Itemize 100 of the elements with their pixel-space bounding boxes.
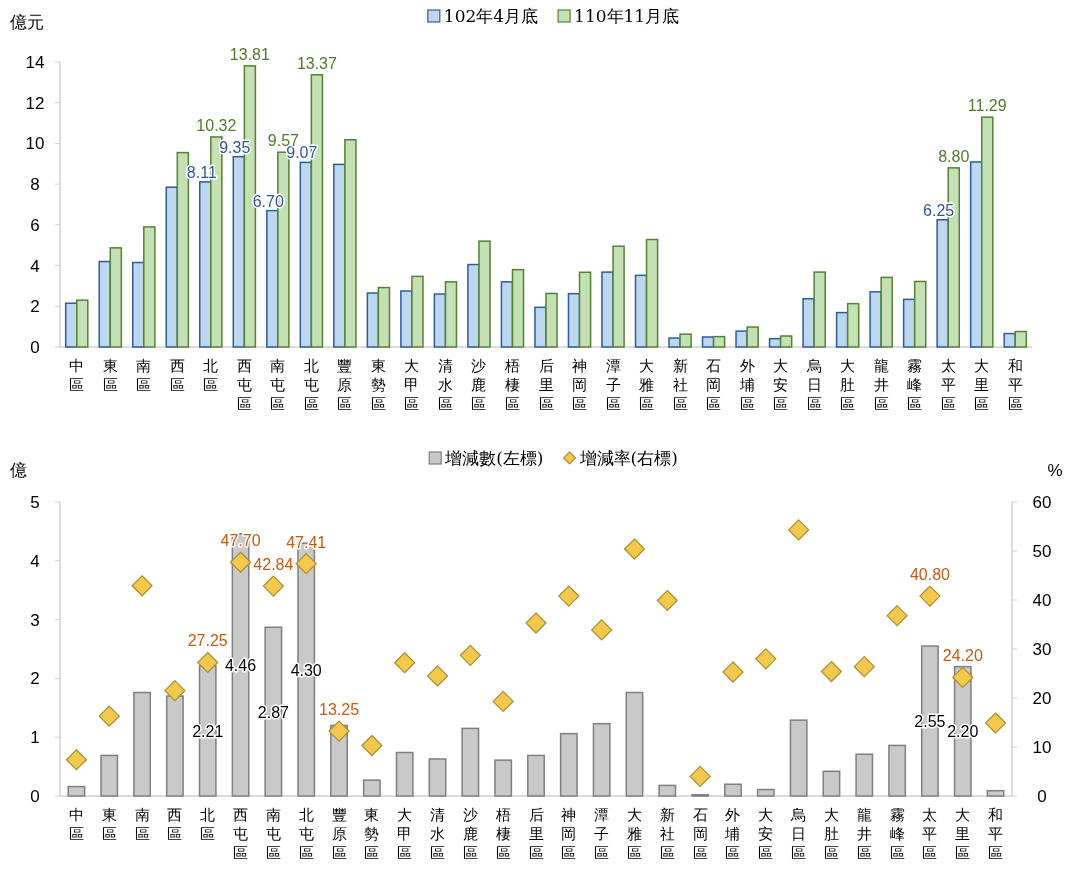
x-tick-label: 梧棲區 [503,357,520,413]
point [459,644,481,666]
x-tick-label: 北區 [200,806,216,843]
x-tick-label: 中區 [68,806,84,843]
bar [612,245,625,348]
point [656,589,678,612]
point [525,612,547,634]
y-tick-label: 8 [30,175,40,195]
y-axis-title: 億 [10,460,27,480]
x-tick-label: 沙鹿區 [471,357,487,413]
x-tick-label: 東勢區 [364,806,380,862]
point [853,656,875,678]
bar [913,280,927,348]
data-label: 42.84 [253,556,294,574]
bar [701,336,715,348]
data-label: 47.70 [220,532,261,550]
bar [377,286,391,348]
data-label: 2.87 [257,703,290,721]
y2-tick-label: 40 [1032,591,1052,610]
point [492,690,514,713]
x-tick-label: 龍井區 [856,806,872,862]
x-tick-label: 和平區 [988,806,1004,862]
x-tick-label: 大雅區 [626,806,642,862]
x-tick-label: 外埔區 [738,357,755,413]
y-tick-label: 0 [30,787,40,806]
y-tick-label: 6 [30,215,40,235]
x-tick-label: 太平區 [940,357,956,413]
x-tick-label: 大安區 [773,357,789,413]
data-label: 2.55 [914,713,946,731]
x-tick-label: 南區 [136,357,152,394]
point [131,575,153,597]
bar [846,302,860,348]
x-tick-label: 清水區 [437,357,453,413]
bar [668,337,681,348]
point [394,652,416,674]
x-tick-label: 后里區 [528,806,544,862]
bar [511,268,525,348]
x-tick-label: 后里區 [538,357,554,413]
y-tick-label: 3 [30,610,40,630]
y2-tick-label: 20 [1032,689,1052,708]
point [591,619,613,641]
x-tick-label: 中區 [69,357,85,394]
x-tick-label: 大里區 [955,806,971,862]
bar [735,330,748,348]
x-tick-label: 潭子區 [594,806,610,862]
data-label: 13.81 [229,45,270,63]
point [689,765,711,787]
data-label: 2.21 [192,723,224,741]
point [98,705,120,727]
bar [578,271,592,348]
point [328,720,350,742]
y2-tick-label: 50 [1032,542,1052,561]
x-tick-label: 大肚區 [840,357,856,413]
x-tick-label: 西屯區 [236,357,252,413]
x-tick-label: 大甲區 [397,806,413,862]
bar [344,139,357,348]
point [722,661,744,683]
point [623,538,646,560]
bar [645,238,659,348]
x-tick-label: 豐原區 [337,357,353,413]
x-tick-label: 西區 [167,806,183,843]
x-tick-label: 南區 [134,806,150,843]
point [65,749,88,771]
x-tick-label: 潭子區 [605,357,621,413]
y-tick-label: 4 [30,551,40,571]
y-tick-label: 1 [30,728,40,748]
x-tick-label: 西屯區 [233,806,249,862]
y2-tick-label: 0 [1037,787,1047,806]
x-tick-label: 大里區 [974,357,990,413]
x-tick-label: 東區 [101,806,117,843]
x-tick-label: 沙鹿區 [462,806,478,862]
x-tick-label: 北區 [203,357,219,394]
data-label: 13.25 [319,701,360,719]
point [755,648,777,670]
point [229,551,252,573]
bar [444,281,458,348]
bar [98,260,112,348]
x-tick-label: 東區 [102,357,118,394]
bar [411,275,424,348]
bar [165,186,179,348]
bar [980,116,994,348]
data-label: 4.30 [290,661,322,679]
point [788,519,810,541]
x-tick-label: 外埔區 [724,806,741,862]
data-label: 13.37 [296,54,338,72]
bar [779,335,793,348]
data-label: 2.20 [947,723,979,741]
data-label: 8.80 [938,147,970,165]
data-label: 47.41 [286,533,327,551]
x-tick-label: 烏日區 [790,806,807,862]
data-label: 11.29 [967,97,1007,115]
y-tick-label: 0 [30,338,40,357]
bar [545,292,558,348]
y-tick-label: 12 [25,93,45,113]
legend-label: 110年11月底 [574,6,680,26]
point [919,585,941,607]
y2-axis-title: % [1047,461,1063,480]
y-tick-label: 14 [25,53,45,72]
bar [813,271,826,348]
x-tick-label: 南屯區 [265,806,281,862]
